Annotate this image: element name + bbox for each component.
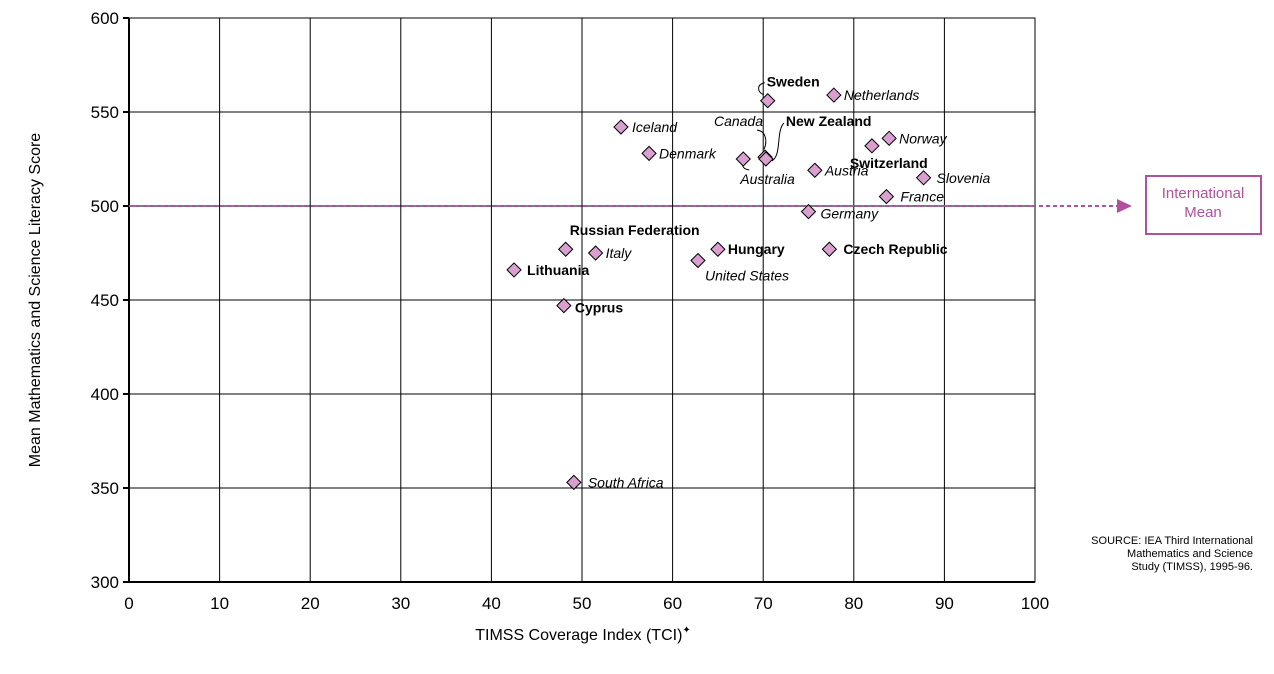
international-mean-box xyxy=(1145,175,1262,235)
x-tick-label: 100 xyxy=(1021,594,1049,613)
point-norway xyxy=(881,130,897,147)
x-tick-label: 70 xyxy=(754,594,773,613)
label-austria: Austria xyxy=(824,162,869,178)
label-south-africa: South Africa xyxy=(588,474,664,490)
x-axis-title: TIMSS Coverage Index (TCI)✦ xyxy=(475,625,691,644)
point-austria xyxy=(807,162,823,178)
label-sweden: Sweden xyxy=(767,74,820,90)
label-russian-federation: Russian Federation xyxy=(570,222,700,238)
label-united-states: United States xyxy=(705,268,789,284)
label-denmark: Denmark xyxy=(659,145,717,161)
y-tick-label: 350 xyxy=(91,479,119,498)
point-sweden xyxy=(760,93,776,109)
point-cyprus xyxy=(556,297,572,314)
label-iceland: Iceland xyxy=(632,119,678,135)
point-australia xyxy=(735,151,751,167)
tick-labels: 0 10 20 30 40 50 60 70 80 90 100 300 350 400 450 500 550… xyxy=(91,9,1050,613)
label-slovenia: Slovenia xyxy=(937,170,991,186)
x-tick-label: 90 xyxy=(935,594,954,613)
point-slovenia xyxy=(915,170,932,186)
point-united-states xyxy=(690,252,706,269)
international-mean-reference: International Mean xyxy=(129,175,1262,235)
y-axis-title: Mean Mathematics and Science Literacy Sc… xyxy=(27,133,44,467)
source-line-3: Study (TIMSS), 1995-96. xyxy=(1131,561,1253,573)
point-russian-federation xyxy=(557,241,574,257)
data-points xyxy=(506,87,932,491)
label-france: France xyxy=(900,189,944,205)
label-czech-republic: Czech Republic xyxy=(843,241,947,257)
international-mean-label-1: International xyxy=(1162,185,1245,202)
label-norway: Norway xyxy=(899,130,947,146)
label-hungary: Hungary xyxy=(728,241,785,257)
x-tick-label: 20 xyxy=(301,594,320,613)
label-italy: Italy xyxy=(606,245,633,261)
callout-line xyxy=(756,129,767,150)
y-tick-label: 550 xyxy=(91,103,119,122)
point-switzerland xyxy=(864,138,880,154)
x-tick-label: 50 xyxy=(573,594,592,613)
label-germany: Germany xyxy=(821,206,880,222)
callout-line xyxy=(758,82,765,96)
source-line-2: Mathematics and Science xyxy=(1127,548,1253,560)
point-iceland xyxy=(613,119,629,135)
source-line-1: SOURCE: IEA Third International xyxy=(1091,535,1253,547)
x-tick-label: 80 xyxy=(844,594,863,613)
x-tick-label: 30 xyxy=(391,594,410,613)
callout-line xyxy=(771,122,785,162)
x-tick-label: 10 xyxy=(210,594,229,613)
point-lithuania xyxy=(506,262,522,278)
source-note: SOURCE: IEA Third International Mathemat… xyxy=(1053,535,1253,574)
point-france xyxy=(878,188,895,205)
point-germany xyxy=(800,203,817,220)
label-lithuania: Lithuania xyxy=(527,262,589,278)
x-axis-title-mark: ✦ xyxy=(682,625,690,636)
x-tick-label: 0 xyxy=(124,594,133,613)
point-labels: Sweden Netherlands Iceland Canada New Zealan… xyxy=(527,74,990,491)
point-italy xyxy=(587,245,604,261)
y-tick-label: 600 xyxy=(91,9,119,28)
point-new-zealand xyxy=(758,151,774,167)
point-denmark xyxy=(641,145,657,162)
x-tick-label: 60 xyxy=(663,594,682,613)
label-australia: Australia xyxy=(739,171,795,187)
point-hungary xyxy=(710,241,726,257)
label-new-zealand: New Zealand xyxy=(786,113,872,129)
label-canada: Canada xyxy=(714,113,763,129)
point-netherlands xyxy=(826,87,842,103)
label-cyprus: Cyprus xyxy=(575,300,623,316)
y-tick-label: 500 xyxy=(91,197,119,216)
arrow-icon xyxy=(1117,199,1132,213)
y-tick-label: 300 xyxy=(91,573,119,592)
axes xyxy=(123,17,1035,583)
label-switzerland: Switzerland xyxy=(850,155,928,171)
point-south-africa xyxy=(566,474,582,491)
point-czech-republic xyxy=(821,241,838,257)
y-tick-label: 400 xyxy=(91,385,119,404)
y-tick-label: 450 xyxy=(91,291,119,310)
x-tick-label: 40 xyxy=(482,594,501,613)
label-netherlands: Netherlands xyxy=(844,87,920,103)
international-mean-label-2: Mean xyxy=(1184,204,1222,221)
